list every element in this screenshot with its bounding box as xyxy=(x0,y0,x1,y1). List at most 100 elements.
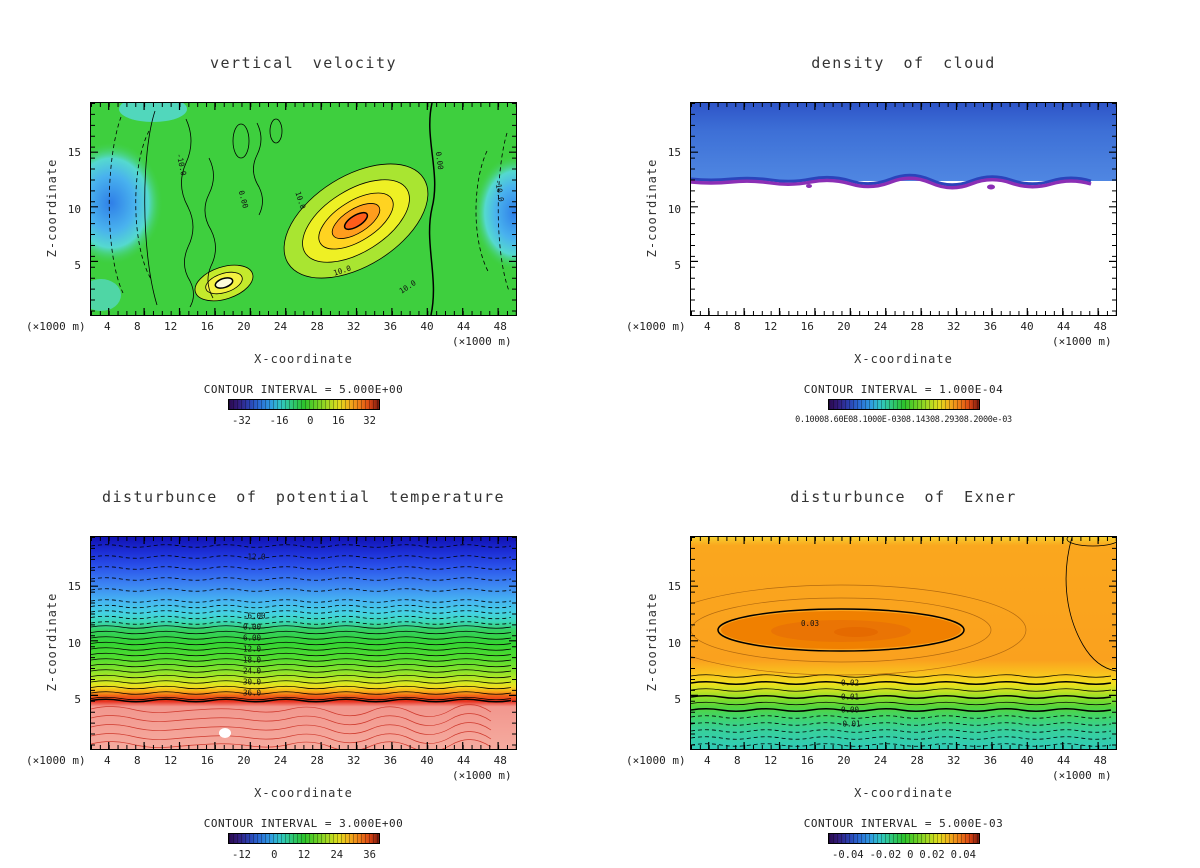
contour-label: 36.0 xyxy=(243,689,262,698)
x-tick-label: 24 xyxy=(273,754,288,767)
contour-label: 0.00 xyxy=(841,706,860,715)
x-tick-label: 44 xyxy=(1057,754,1071,767)
x-tick-label: 48 xyxy=(1093,320,1107,333)
y-tick-labels: 15 10 5 xyxy=(58,536,86,750)
x-tick-label: 28 xyxy=(910,754,924,767)
colorbar xyxy=(228,399,380,410)
y-axis-label: Z-coordinate xyxy=(45,592,59,692)
high-pressure-peak xyxy=(834,627,878,637)
x-unit-left: (×1000 m) xyxy=(626,754,686,767)
x-tick-label: 28 xyxy=(910,320,924,333)
colorbar-tick-label: 0 xyxy=(907,849,914,861)
x-tick-label: 40 xyxy=(1020,754,1034,767)
x-tick-label: 12 xyxy=(164,754,178,767)
axis-tick-marks xyxy=(91,103,516,315)
x-tick-label: 20 xyxy=(837,754,851,767)
downdraft-left-blob xyxy=(91,141,163,265)
colorbar-tick-label: 12 xyxy=(297,849,311,861)
y-tick-label: 10 xyxy=(667,636,681,650)
contour-label: 12.0 xyxy=(243,645,262,654)
y-tick-label: 10 xyxy=(667,202,681,216)
colorbar-tick-labels: -32 -16 0 16 32 xyxy=(232,415,376,427)
colorbar-tick-label: 0.04 xyxy=(950,849,976,861)
x-tick-label: 20 xyxy=(837,320,851,333)
panel-title: disturbunce of Exner xyxy=(790,488,1017,506)
x-tick-label: 16 xyxy=(200,320,214,333)
exner-disturbance-contour-svg: 0.03 0.02 0.01 0.00 -0.01 xyxy=(691,537,1116,749)
axis-tick-marks xyxy=(691,103,1116,315)
colorbar-tick-label: -0.02 xyxy=(869,849,902,861)
updraft-core-blob xyxy=(283,163,429,279)
downdraft-right-blob xyxy=(473,155,516,271)
panel-title: disturbunce of potential temperature xyxy=(101,488,506,506)
vertical-velocity-contour-svg: -10.0 0.00 10.0 10.0 10.0 0.00 -10.0 xyxy=(91,103,516,315)
x-unit-right: (×1000 m) xyxy=(452,769,512,782)
colorbar-tick-label: -0.04 xyxy=(832,849,864,861)
y-tick-label: 5 xyxy=(674,693,681,706)
x-tick-label: 12 xyxy=(764,754,778,767)
colorbar-gradient xyxy=(229,400,379,409)
panel-title: vertical velocity xyxy=(209,54,398,72)
cloud-band-lower-edge xyxy=(691,173,1092,187)
y-tick-label: 15 xyxy=(667,146,681,159)
x-unit-right: (×1000 m) xyxy=(1052,769,1112,782)
colorbar-tick-labels: -12 0 12 24 36 xyxy=(232,849,376,861)
contour-label: 24.0 xyxy=(243,667,262,676)
y-tick-label: 15 xyxy=(67,146,81,159)
y-axis-label: Z-coordinate xyxy=(645,158,659,258)
y-tick-label: 10 xyxy=(67,202,81,216)
x-tick-label: 8 xyxy=(734,320,741,333)
panel-vertical-velocity: vertical velocity Z-coordinate 15 10 5 xyxy=(0,0,600,434)
x-tick-label: 44 xyxy=(1057,320,1071,333)
x-tick-label: 24 xyxy=(273,320,288,333)
x-unit-left: (×1000 m) xyxy=(26,754,86,767)
y-tick-labels: 15 10 5 xyxy=(658,102,686,316)
x-tick-label: 8 xyxy=(134,754,141,767)
contour-label: 18.0 xyxy=(243,656,262,665)
panel-potential-temperature-disturbance: disturbunce of potential temperature Z-c… xyxy=(0,434,600,868)
contour-labels: 0.03 0.02 0.01 0.00 -0.01 xyxy=(801,619,861,729)
contour-label: 6.00 xyxy=(243,634,262,643)
colorbar xyxy=(828,399,980,410)
x-tick-label: 36 xyxy=(983,320,997,333)
x-tick-label: 36 xyxy=(983,754,997,767)
contour-lines xyxy=(108,103,510,315)
secondary-updraft-blob xyxy=(194,264,254,302)
x-tick-label: 28 xyxy=(310,320,324,333)
x-tick-label: 8 xyxy=(134,320,141,333)
panel-exner-disturbance: disturbunce of Exner Z-coordinate 15 10 5 xyxy=(600,434,1200,868)
contour-interval-text: CONTOUR INTERVAL = 5.000E-03 xyxy=(803,817,1004,830)
y-tick-label: 5 xyxy=(74,259,81,272)
y-tick-labels: 15 10 5 xyxy=(658,536,686,750)
x-unit-left: (×1000 m) xyxy=(26,320,86,333)
colorbar-gradient xyxy=(829,400,979,409)
colorbar-tick-labels: -0.04 -0.02 0 0.02 0.04 xyxy=(832,849,976,861)
colorbar-tick-label: -16 xyxy=(269,415,289,427)
x-axis-label: X-coordinate xyxy=(254,352,353,366)
x-tick-label: 24 xyxy=(873,320,888,333)
y-tick-label: 5 xyxy=(74,693,81,706)
contour-interval-text: CONTOUR INTERVAL = 5.000E+00 xyxy=(203,383,404,396)
x-tick-label: 48 xyxy=(1093,754,1107,767)
x-tick-label: 36 xyxy=(383,320,397,333)
contour-label: 0.00 xyxy=(243,623,262,632)
panel-density-of-cloud: density of cloud Z-coordinate 15 10 5 xyxy=(600,0,1200,434)
contour-label: 30.0 xyxy=(243,678,262,687)
contour-label: -6.00 xyxy=(243,612,266,621)
colorbar-gradient xyxy=(229,834,379,843)
cloud-base-contour xyxy=(691,176,1092,190)
theta-disturbance-contour-svg: -12.0 -6.00 0.00 6.00 12.0 18.0 24.0 30.… xyxy=(91,537,516,749)
x-tick-label: 40 xyxy=(1020,320,1034,333)
x-tick-label: 20 xyxy=(237,754,251,767)
x-tick-label: 44 xyxy=(457,320,471,333)
y-tick-label: 15 xyxy=(67,580,81,593)
x-tick-label: 32 xyxy=(347,320,361,333)
y-tick-label: 10 xyxy=(67,636,81,650)
colorbar-tick-labels-overlapping: 0.10008.60E08.1000E-0308.14308.29308.200… xyxy=(795,415,1012,425)
contour-label: 0.00 xyxy=(434,151,445,171)
x-tick-label: 20 xyxy=(237,320,251,333)
colorbar-tick-label: 36 xyxy=(363,849,376,861)
colorbar-tick-label: -12 xyxy=(232,849,251,861)
x-tick-label: 4 xyxy=(104,754,111,767)
